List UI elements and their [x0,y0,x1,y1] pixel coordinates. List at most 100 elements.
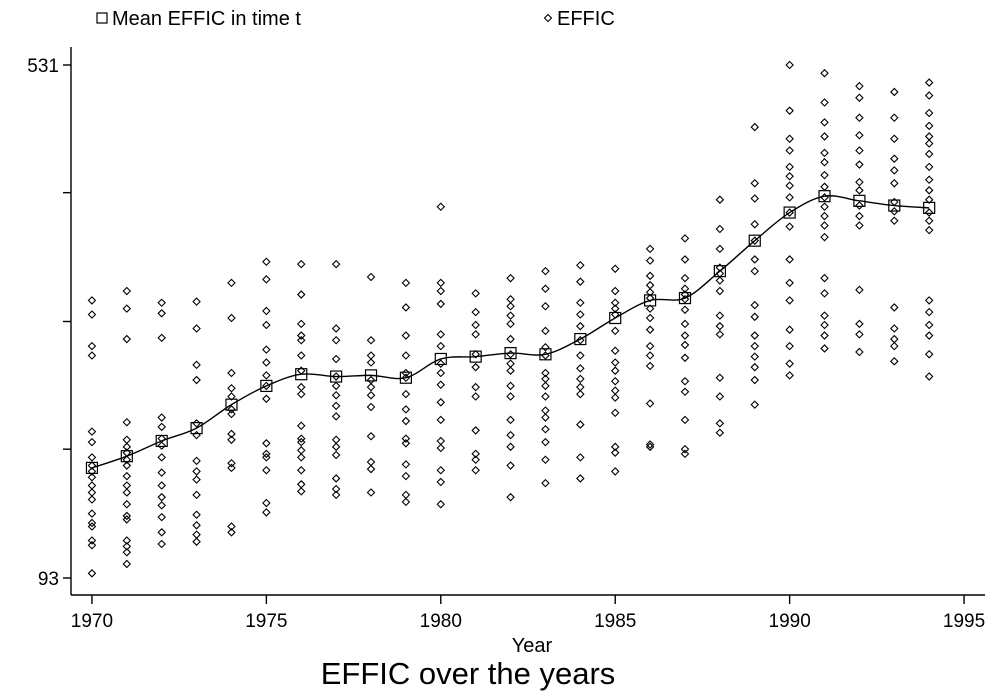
effic-point [471,307,480,317]
effic-point [436,330,446,339]
effic-point [645,244,655,254]
effic-point [366,488,376,497]
effic-point [262,345,271,354]
effic-point [541,413,550,422]
effic-point [122,515,132,524]
effic-point [785,359,794,368]
effic-point [820,311,829,320]
effic-point [296,465,306,475]
effic-point [227,383,236,393]
mean-point [434,352,447,366]
effic-point [366,464,376,474]
effic-point [680,319,690,329]
effic-point [645,341,655,351]
effic-point [820,289,829,298]
x-tick-label: 1970 [71,611,113,632]
effic-point [645,256,655,265]
x-axis-ticks: 1970 1975 1980 1985 1990 1995 [71,595,985,632]
effic-point [750,179,760,188]
effic-point [296,487,306,496]
effic-point [157,413,166,422]
effic-point [785,193,794,202]
effic-point [576,420,585,429]
effic-point [890,324,899,333]
effic-point [471,455,480,464]
effic-point [610,467,620,476]
effic-point [296,290,306,299]
effic-point [610,393,620,402]
effic-point [331,335,341,345]
effic-point [680,376,690,386]
x-tick-label: 1980 [420,611,462,632]
effic-point [715,195,725,204]
effic-point [506,461,515,470]
effic-point [296,351,306,360]
effic-point [262,394,271,404]
legend-label-effic: EFFIC [557,8,615,30]
mean-point [783,206,796,219]
effic-point [157,333,166,343]
effic-point [715,224,725,234]
effic-point [506,273,515,283]
effic-point [924,91,934,100]
effic-point [436,278,446,288]
effic-point [87,488,97,497]
effic-point [820,132,829,141]
effic-point [715,286,725,296]
effic-point [890,87,899,97]
effic-point [122,417,132,427]
effic-point [750,375,760,385]
effic-point [576,364,585,373]
effic-point [750,122,760,132]
effic-point [331,442,341,452]
y-axis-ticks: 93 531 [27,56,71,590]
effic-point [401,439,411,448]
effic-point [366,335,376,345]
effic-point [715,373,725,382]
effic-point [680,273,690,283]
effic-point [262,465,271,475]
effic-point [855,186,864,195]
effic-point [785,222,794,231]
effic-point [401,389,411,399]
effic-point [610,448,620,457]
effic-point [924,216,934,226]
effic-point [610,442,620,452]
chart-title: EFFIC over the years [321,656,616,691]
effic-point [715,419,725,428]
effic-point [645,325,655,334]
effic-point [541,424,550,434]
effic-point [366,432,376,441]
effic-point [680,234,690,243]
effic-point [331,391,341,400]
effic-point [890,341,899,351]
effic-point [331,372,341,381]
effic-point [87,453,97,462]
effic-point [680,449,690,459]
effic-point [157,481,166,490]
mean-point [609,311,622,325]
effic-point [227,405,236,414]
effic-point [924,132,934,141]
effic-point [924,149,934,159]
effic-point [401,416,411,426]
mean-point [260,379,273,393]
effic-point [855,160,864,169]
effic-point [87,427,97,436]
effic-point [890,303,899,312]
effic-point [157,309,166,318]
effic-point [645,442,655,452]
effic-point [192,521,201,530]
effic-point [366,358,376,367]
effic-point [401,434,411,443]
effic-point [157,501,166,510]
x-tick-label: 1995 [943,611,985,632]
mean-point [643,294,657,307]
effic-point [471,362,480,372]
effic-point [820,98,829,107]
effic-point [820,211,829,221]
effic-point [715,428,725,438]
effic-point [541,342,550,352]
effic-point [331,490,341,500]
effic-point [820,68,829,78]
